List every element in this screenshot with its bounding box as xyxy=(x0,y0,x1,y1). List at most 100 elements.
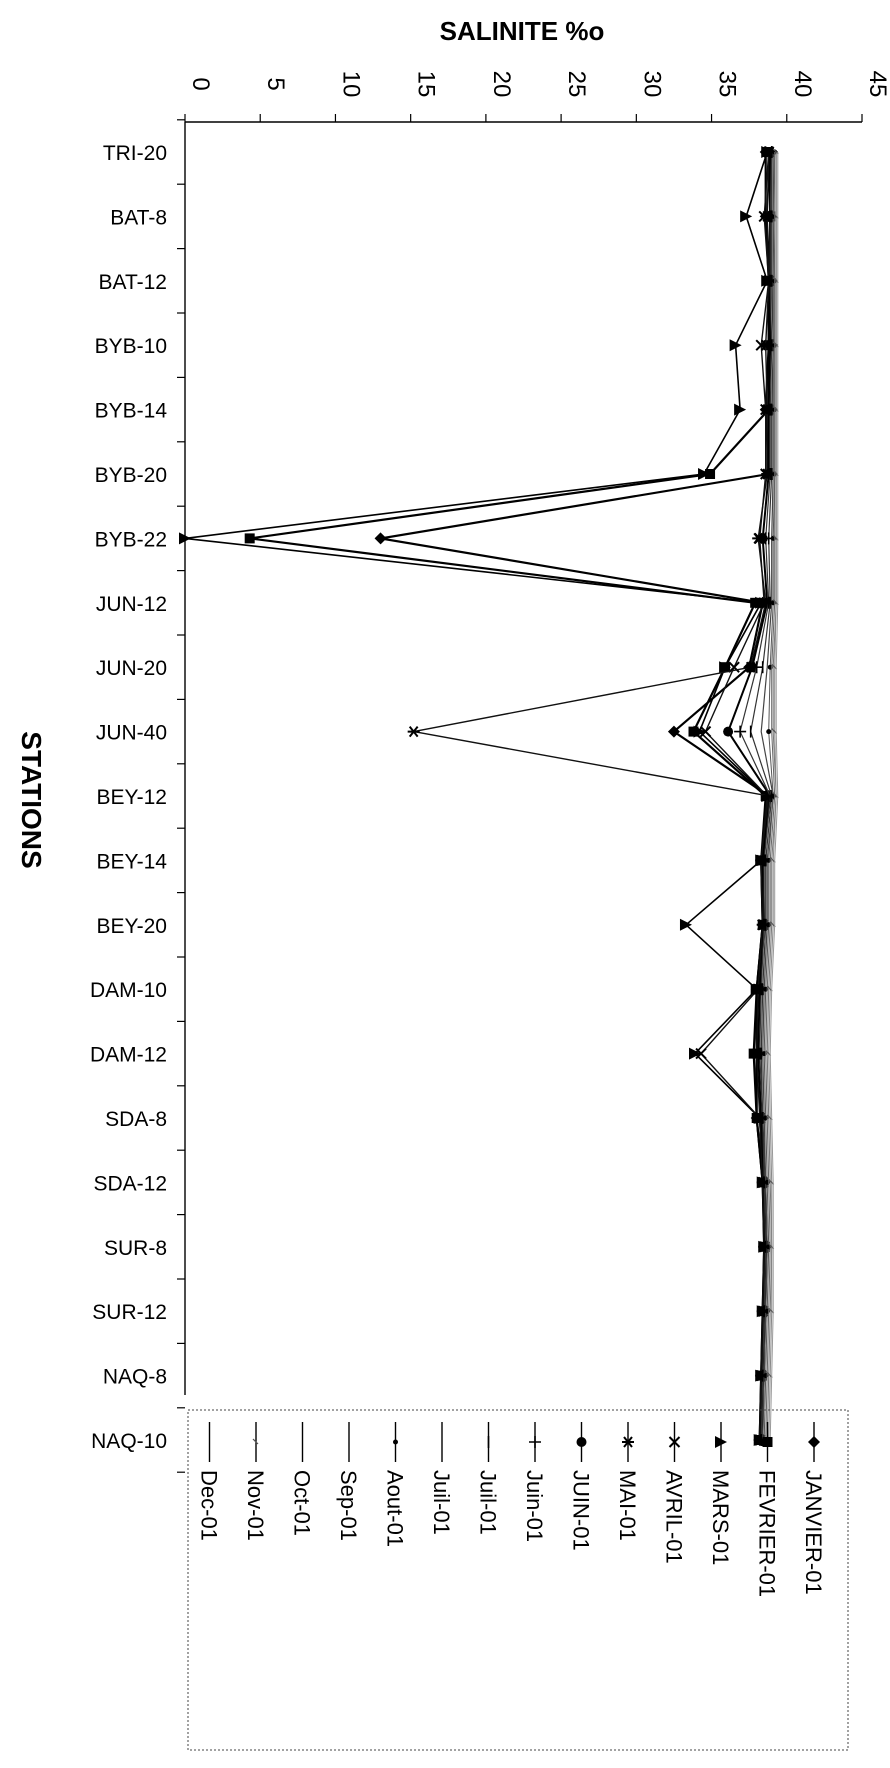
series-line xyxy=(413,151,770,1441)
legend-swatch-marker xyxy=(622,1436,634,1448)
value-tick-label: 20 xyxy=(488,71,515,98)
legend-label: MARS-01 xyxy=(708,1470,733,1565)
plot-frame xyxy=(184,121,862,1395)
data-point xyxy=(689,1047,702,1060)
station-label: BYB-14 xyxy=(95,400,168,423)
data-point xyxy=(719,661,732,674)
station-label: JUN-20 xyxy=(96,657,167,680)
legend-swatch-marker xyxy=(668,1436,681,1448)
series-dec-01 xyxy=(769,152,779,1441)
series-line xyxy=(765,152,776,1441)
station-label: BYB-10 xyxy=(95,335,167,358)
station-label: NAQ-8 xyxy=(103,1366,167,1389)
data-point xyxy=(734,725,747,738)
legend-swatch-marker xyxy=(762,1437,773,1447)
legend-label: Nov-01 xyxy=(243,1470,268,1541)
station-label: NAQ-10 xyxy=(91,1430,167,1453)
station-label: BEY-12 xyxy=(97,786,167,809)
legend-swatch-marker xyxy=(252,1438,259,1445)
legend-label: JANVIER-01 xyxy=(801,1470,826,1595)
data-point xyxy=(679,918,692,931)
station-label: SUR-12 xyxy=(92,1301,167,1324)
data-point xyxy=(244,533,255,544)
value-axis-title: SALINITE %o xyxy=(440,16,605,46)
station-label: BAT-8 xyxy=(110,206,167,229)
data-point xyxy=(407,725,420,738)
station-label: JUN-12 xyxy=(96,593,167,616)
data-point xyxy=(693,725,706,738)
legend-item: Juil-01 xyxy=(476,1422,501,1535)
legend-item: Nov-01 xyxy=(243,1422,268,1541)
station-label: BEY-14 xyxy=(97,850,168,873)
legend-swatch-marker xyxy=(715,1436,727,1448)
series-janvier-01 xyxy=(374,146,775,1446)
legend-label: Juil-01 xyxy=(429,1470,454,1535)
data-point xyxy=(699,725,712,738)
station-label: DAM-12 xyxy=(90,1044,167,1067)
legend-item: Oct-01 xyxy=(290,1422,315,1536)
legend-item: Sep-01 xyxy=(336,1422,361,1541)
legend-item: JUIN-01 xyxy=(569,1422,594,1551)
series-fevrier-01 xyxy=(244,147,776,1445)
series-sep-01 xyxy=(765,152,776,1441)
legend-label: JUIN-01 xyxy=(569,1470,594,1551)
data-point xyxy=(374,532,387,545)
value-tick-label: 45 xyxy=(864,71,890,98)
value-tick-label: 35 xyxy=(714,71,741,98)
series-line xyxy=(248,151,772,1441)
station-label: BAT-12 xyxy=(99,271,167,294)
station-label: TRI-20 xyxy=(103,142,167,165)
value-tick-label: 30 xyxy=(638,71,665,98)
series-layer xyxy=(179,146,779,1446)
series-mai-01 xyxy=(407,146,775,1446)
legend-item: FEVRIER-01 xyxy=(755,1422,780,1597)
value-tick-label: 0 xyxy=(187,77,214,90)
legend-label: Juin-01 xyxy=(522,1470,547,1542)
value-tick-label: 10 xyxy=(337,71,364,98)
legend-box xyxy=(187,1409,849,1751)
legend-label: Dec-01 xyxy=(197,1470,222,1541)
series-line xyxy=(184,151,769,1441)
data-point xyxy=(750,661,763,674)
data-point xyxy=(734,403,747,416)
station-label: SUR-8 xyxy=(104,1237,167,1260)
data-point xyxy=(766,729,772,735)
data-point xyxy=(729,339,742,352)
station-label: BYB-22 xyxy=(95,528,167,551)
legend-swatch-marker xyxy=(529,1436,541,1448)
legend-label: MAI-01 xyxy=(615,1470,640,1541)
station-label: JUN-40 xyxy=(96,722,167,745)
legend-swatch-marker xyxy=(576,1437,587,1447)
legend-item: Juin-01 xyxy=(522,1422,547,1542)
data-point xyxy=(698,468,711,480)
legend-item: Juil-01 xyxy=(429,1422,454,1535)
data-point xyxy=(688,726,699,737)
category-axis: TRI-20 BAT-8 BAT-12 BYB-10 BYB-14 BYB-20 BYB-2… xyxy=(90,119,185,1473)
data-point xyxy=(740,210,753,223)
data-point xyxy=(695,1047,707,1060)
data-point xyxy=(179,532,191,545)
series-line xyxy=(769,152,779,1441)
value-tick-label: 25 xyxy=(563,71,590,98)
value-tick-label: 15 xyxy=(413,71,440,98)
legend-label: FEVRIER-01 xyxy=(755,1470,780,1597)
legend-item: MARS-01 xyxy=(708,1422,733,1565)
legend-label: Aout-01 xyxy=(383,1470,408,1547)
data-point xyxy=(667,725,680,738)
legend-label: Sep-01 xyxy=(336,1470,361,1541)
legend-swatch-marker xyxy=(808,1436,820,1448)
legend-item: MAI-01 xyxy=(615,1422,640,1541)
legend-swatch-marker xyxy=(393,1439,398,1445)
station-label: DAM-10 xyxy=(90,979,167,1002)
station-label: SDA-8 xyxy=(105,1108,167,1131)
legend-item: Dec-01 xyxy=(197,1422,222,1541)
category-axis-title: STATIONS xyxy=(16,731,47,868)
value-tick-label: 5 xyxy=(262,77,289,90)
legend-item: AVRIL-01 xyxy=(662,1422,687,1564)
legend-label: AVRIL-01 xyxy=(662,1470,687,1564)
station-label: BEY-20 xyxy=(97,915,167,938)
legend-item: Aout-01 xyxy=(383,1422,408,1547)
station-label: BYB-20 xyxy=(95,464,167,487)
data-point xyxy=(705,469,716,479)
